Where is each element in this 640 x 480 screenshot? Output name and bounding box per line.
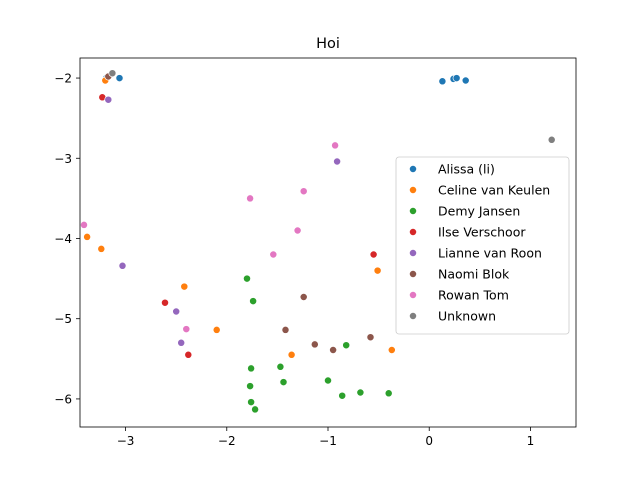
point-2-4	[247, 398, 256, 407]
point-2-1	[249, 297, 258, 306]
legend-marker	[409, 312, 417, 320]
point-5-4	[329, 346, 338, 354]
points-layer	[80, 69, 556, 414]
point-2-6	[276, 362, 285, 371]
legend-marker	[409, 291, 417, 299]
legend-marker	[409, 165, 417, 173]
point-4-4	[333, 157, 342, 166]
legend-marker	[409, 228, 417, 236]
point-2-2	[247, 364, 256, 373]
point-0-4	[452, 74, 461, 83]
y-tick-label: −6	[54, 392, 72, 406]
legend-label: Demy Jansen	[438, 204, 520, 219]
point-1-2	[97, 244, 106, 253]
legend-label: Ilse Verschoor	[438, 225, 526, 240]
legend: Alissa (li) Celine van Keulen Demy Jansen I…	[395, 156, 570, 335]
legend-label: Naomi Blok	[438, 267, 510, 282]
x-axis: −3 −2 −1 0 1	[117, 427, 535, 448]
point-6-4	[293, 226, 302, 235]
point-5-2	[281, 325, 290, 334]
point-6-5	[299, 187, 308, 196]
legend-marker	[409, 186, 417, 194]
point-6-2	[246, 194, 255, 203]
point-7-1	[547, 135, 556, 144]
point-2-0	[243, 274, 251, 283]
legend-frame	[395, 156, 570, 335]
point-1-3	[180, 282, 189, 291]
x-tick-label: 1	[527, 434, 535, 448]
point-2-12	[384, 389, 393, 398]
y-tick-label: −2	[54, 72, 72, 86]
point-4-1	[118, 261, 127, 270]
point-0-1	[115, 74, 124, 83]
legend-label: Alissa (li)	[438, 162, 495, 177]
legend-marker	[409, 270, 417, 278]
y-tick-label: −5	[54, 312, 72, 326]
y-tick-label: −3	[54, 152, 72, 166]
point-4-2	[172, 307, 181, 316]
point-1-4	[212, 325, 221, 334]
point-6-0	[80, 220, 88, 229]
x-tick-label: −2	[218, 434, 236, 448]
point-2-7	[279, 378, 288, 387]
point-5-1	[299, 293, 308, 301]
point-1-1	[83, 232, 92, 241]
x-tick-label: −1	[319, 434, 337, 448]
point-1-6	[373, 266, 382, 275]
point-1-7	[387, 346, 396, 354]
point-6-1	[182, 325, 191, 334]
point-3-2	[184, 350, 193, 359]
point-2-5	[251, 405, 260, 414]
point-2-3	[246, 382, 255, 391]
legend-label: Lianne van Roon	[438, 246, 542, 261]
x-tick-label: −3	[117, 434, 135, 448]
point-5-3	[310, 340, 319, 349]
point-2-9	[342, 341, 351, 350]
point-1-5	[287, 350, 296, 359]
chart-title: Hoi	[316, 36, 340, 52]
legend-label: Celine van Keulen	[438, 183, 550, 198]
x-tick-label: 0	[425, 434, 433, 448]
point-3-1	[161, 298, 169, 307]
y-tick-label: −4	[54, 232, 72, 246]
y-axis: −2 −3 −4 −5 −6	[54, 72, 80, 406]
legend-label: Rowan Tom	[438, 288, 509, 303]
point-5-5	[366, 333, 375, 342]
point-0-5	[461, 76, 470, 85]
legend-marker	[409, 207, 417, 215]
point-6-6	[331, 141, 340, 150]
point-7-0	[108, 69, 117, 78]
point-2-10	[338, 391, 347, 400]
point-3-3	[369, 250, 378, 259]
point-6-3	[269, 250, 278, 259]
point-2-8	[324, 376, 332, 385]
legend-label: Unknown	[438, 309, 496, 324]
legend-marker	[409, 249, 417, 257]
point-4-3	[177, 338, 186, 347]
point-2-11	[356, 388, 365, 397]
point-0-2	[438, 77, 447, 86]
point-4-0	[104, 95, 113, 104]
